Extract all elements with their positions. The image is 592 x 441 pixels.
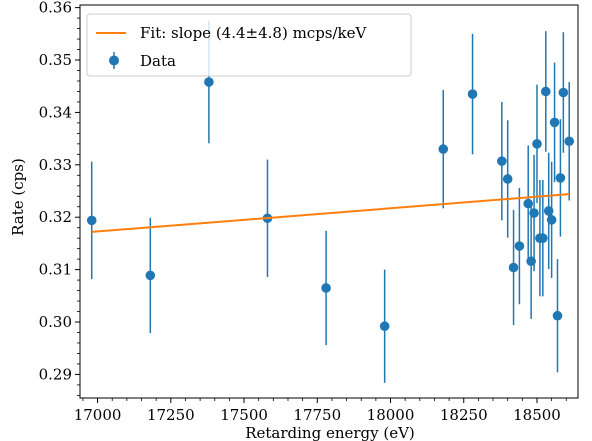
data-point xyxy=(204,77,214,87)
legend-fit-label: Fit: slope (4.4±4.8) mcps/keV xyxy=(140,24,368,42)
data-point xyxy=(467,89,478,99)
data-point xyxy=(321,283,331,293)
data-point xyxy=(564,136,575,147)
y-tick-label: 0.30 xyxy=(39,313,72,331)
data-point xyxy=(549,117,560,128)
data-point xyxy=(540,86,551,97)
data-point xyxy=(543,206,554,216)
x-tick-label: 17500 xyxy=(220,406,268,424)
y-tick-label: 0.31 xyxy=(39,261,72,279)
y-tick-label: 0.29 xyxy=(39,365,72,383)
y-axis-title: Rate (cps) xyxy=(9,158,27,236)
y-tick-label: 0.32 xyxy=(39,208,72,226)
x-tick-label: 17250 xyxy=(147,406,195,424)
legend-box xyxy=(86,13,412,77)
fit-line xyxy=(91,193,570,233)
data-point xyxy=(145,270,156,281)
data-point xyxy=(526,256,536,267)
data-point xyxy=(508,262,519,273)
x-tick-label: 17750 xyxy=(293,406,341,424)
data-point xyxy=(555,173,566,183)
data-point xyxy=(438,144,449,154)
x-tick-label: 18250 xyxy=(440,406,488,424)
legend-data-label: Data xyxy=(140,52,176,70)
data-point xyxy=(86,215,97,226)
axis-ticks: 17000 17250 17500 17750 18000 18250 18500 0.29 0… xyxy=(39,0,567,424)
data-point xyxy=(379,321,390,332)
data-point xyxy=(523,198,533,209)
data-point xyxy=(552,310,563,321)
x-tick-label: 18000 xyxy=(367,406,415,424)
y-tick-label: 0.33 xyxy=(39,156,72,174)
data-point xyxy=(514,241,525,251)
data-point xyxy=(558,87,569,98)
data-point xyxy=(502,174,513,184)
data-point xyxy=(546,215,557,225)
x-tick-label: 18500 xyxy=(513,406,561,424)
data-point xyxy=(529,208,539,218)
plot-frame xyxy=(79,4,579,399)
y-tick-label: 0.36 xyxy=(39,0,72,17)
y-tick-label: 0.34 xyxy=(39,103,72,121)
data-marks xyxy=(86,20,575,383)
y-tick-label: 0.35 xyxy=(39,51,72,69)
data-point xyxy=(532,139,542,149)
data-point xyxy=(497,156,507,166)
x-axis-title: Retarding energy (eV) xyxy=(245,424,415,441)
legend-data-marker xyxy=(109,55,119,66)
legend: Fit: slope (4.4±4.8) mcps/keV Data xyxy=(86,13,412,77)
data-point xyxy=(538,233,548,243)
x-tick-label: 17000 xyxy=(74,406,122,424)
